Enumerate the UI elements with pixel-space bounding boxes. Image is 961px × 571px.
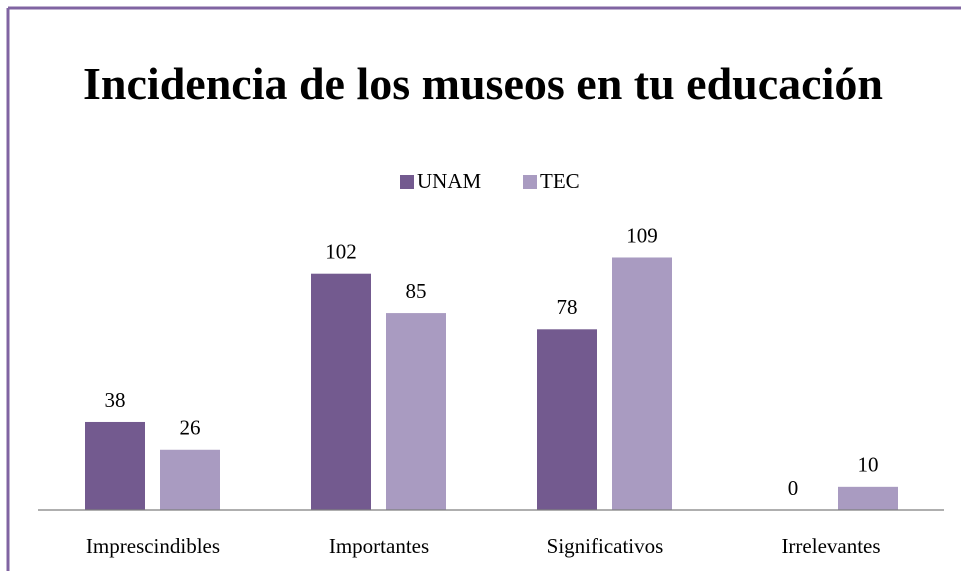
bar <box>85 421 145 510</box>
legend-swatch <box>400 175 414 189</box>
bar <box>160 449 220 510</box>
data-label: 26 <box>180 416 201 440</box>
data-label: 78 <box>557 295 578 319</box>
bar <box>838 486 898 510</box>
x-tick-label: Irrelevantes <box>781 534 880 558</box>
bar <box>537 329 597 510</box>
legend-label: TEC <box>540 169 580 193</box>
bar <box>386 313 446 510</box>
data-label: 0 <box>788 476 799 500</box>
data-label: 85 <box>406 279 427 303</box>
data-label: 10 <box>858 453 879 477</box>
data-label: 102 <box>325 240 357 264</box>
x-tick-label: Importantes <box>329 534 429 558</box>
x-tick-label: Significativos <box>547 534 664 558</box>
bar <box>612 257 672 510</box>
chart-title: Incidencia de los museos en tu educación <box>83 58 883 109</box>
x-tick-label: Imprescindibles <box>86 534 220 558</box>
data-label: 109 <box>626 223 658 247</box>
bar <box>311 273 371 510</box>
legend-swatch <box>523 175 537 189</box>
data-label: 38 <box>105 388 126 412</box>
legend-label: UNAM <box>417 169 481 193</box>
